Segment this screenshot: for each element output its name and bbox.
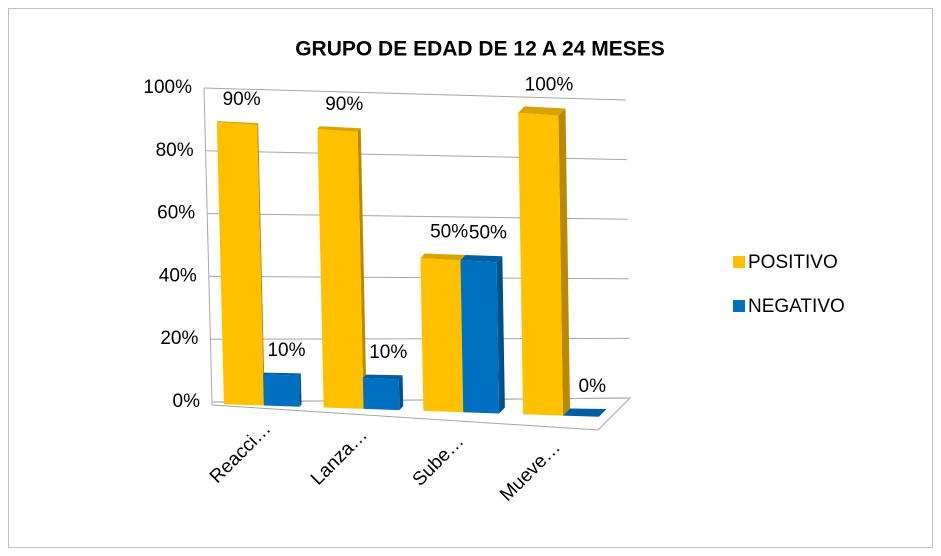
legend-swatch xyxy=(733,300,745,312)
value-label: 90% xyxy=(223,89,261,110)
bar xyxy=(263,372,302,407)
bar-top xyxy=(263,372,301,376)
bar-front xyxy=(263,374,300,407)
bar-side xyxy=(357,128,367,409)
bar-front xyxy=(460,260,500,414)
bar xyxy=(460,254,505,414)
bar xyxy=(317,126,367,409)
value-label: 0% xyxy=(579,376,607,397)
legend-swatch xyxy=(733,256,745,268)
bar-top xyxy=(216,121,259,125)
value-label: 10% xyxy=(267,340,305,361)
bar-side xyxy=(398,375,404,411)
bar xyxy=(362,374,404,411)
y-tick-label: 100% xyxy=(143,77,192,98)
bar-top xyxy=(362,374,403,380)
value-label: 50% xyxy=(469,223,507,244)
legend-label: NEGATIVO xyxy=(748,296,845,317)
bar-side xyxy=(299,373,302,407)
bar-front xyxy=(518,112,563,416)
bar-front xyxy=(362,378,400,411)
bar-front xyxy=(420,258,464,413)
value-label: 50% xyxy=(430,221,468,242)
bar-front xyxy=(317,128,364,409)
bar-top xyxy=(562,408,607,417)
bar-front xyxy=(216,122,264,406)
bar-top xyxy=(460,254,503,263)
y-tick-label: 60% xyxy=(157,203,195,224)
y-tick-label: 20% xyxy=(160,328,198,349)
legend-label: POSITIVO xyxy=(748,252,838,273)
bar-top xyxy=(317,126,361,132)
bar-side xyxy=(558,108,570,416)
bar xyxy=(562,408,607,417)
value-label: 90% xyxy=(325,94,363,115)
bar-side xyxy=(257,123,265,406)
bar xyxy=(518,106,570,416)
y-tick-label: 40% xyxy=(159,265,197,286)
left-wall-edge xyxy=(203,87,213,403)
chart-title: GRUPO DE EDAD DE 12 A 24 MESES xyxy=(295,38,665,61)
bar-top xyxy=(420,253,466,261)
y-tick-label: 0% xyxy=(173,391,201,412)
bar-side xyxy=(496,256,505,414)
value-label: 10% xyxy=(369,342,407,363)
value-label: 100% xyxy=(525,74,574,95)
bar-top xyxy=(518,106,566,116)
grid-line xyxy=(203,87,627,101)
y-tick-label: 80% xyxy=(156,140,194,161)
bar xyxy=(216,121,265,406)
